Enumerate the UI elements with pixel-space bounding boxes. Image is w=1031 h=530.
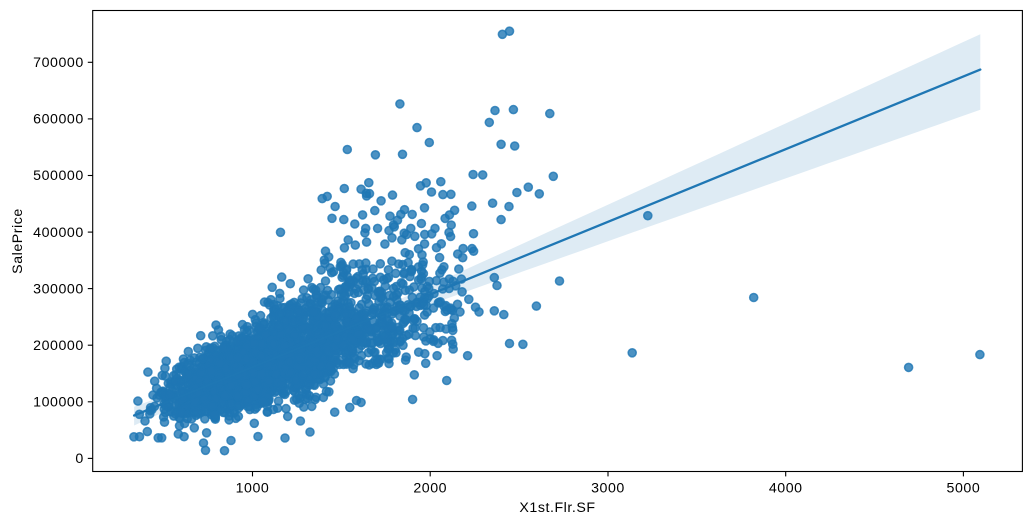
svg-text:400000: 400000	[33, 225, 84, 241]
svg-text:1000: 1000	[236, 481, 270, 497]
svg-text:2000: 2000	[413, 481, 447, 497]
svg-text:700000: 700000	[33, 55, 84, 71]
svg-text:3000: 3000	[591, 481, 625, 497]
svg-text:300000: 300000	[33, 281, 84, 297]
svg-text:5000: 5000	[947, 481, 981, 497]
svg-text:600000: 600000	[33, 112, 84, 128]
svg-text:4000: 4000	[769, 481, 803, 497]
svg-text:X1st.Flr.SF: X1st.Flr.SF	[519, 500, 595, 516]
svg-text:SalePrice: SalePrice	[10, 208, 26, 274]
svg-text:0: 0	[75, 451, 83, 467]
svg-text:200000: 200000	[33, 338, 84, 354]
svg-text:500000: 500000	[33, 168, 84, 184]
svg-text:100000: 100000	[33, 395, 84, 411]
